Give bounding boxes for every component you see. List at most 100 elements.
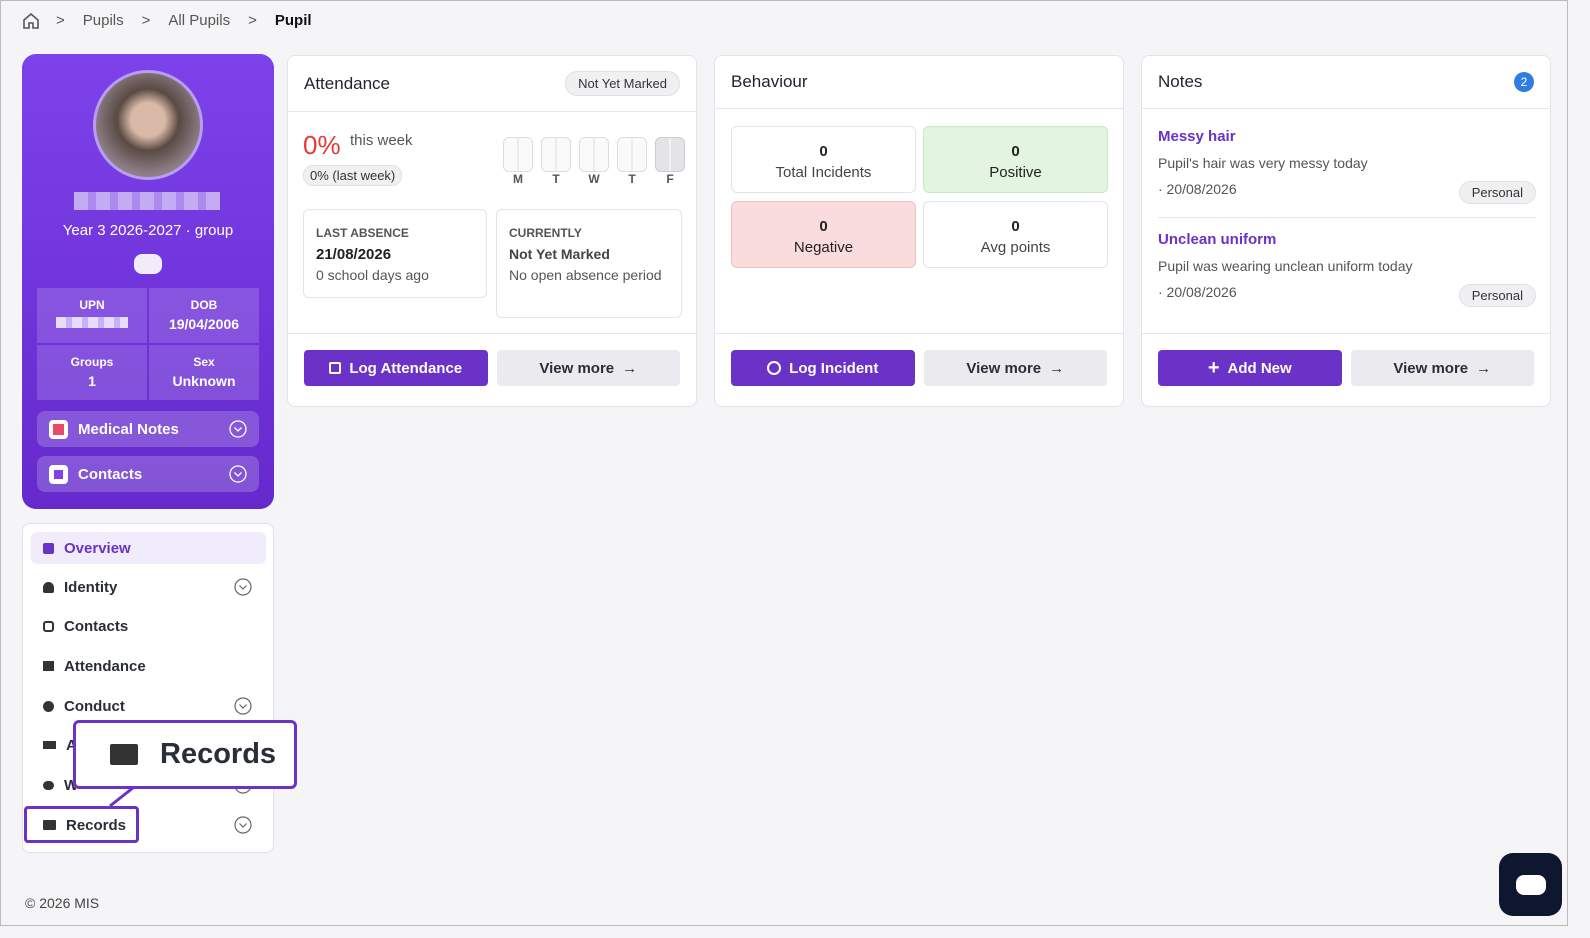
day-label: T <box>628 172 636 186</box>
badge-blurred <box>134 254 162 274</box>
label: Log Incident <box>789 359 879 377</box>
stat: 0 Avg points <box>923 201 1108 268</box>
nav-item[interactable]: Records <box>31 809 266 841</box>
icon <box>110 744 138 765</box>
date: 21/08/2026 <box>316 246 392 263</box>
add-new-button[interactable]: + Add New <box>1158 350 1342 386</box>
icon <box>43 661 54 671</box>
last-absence: LAST ABSENCE 21/08/2026 0 school days ago <box>303 209 487 298</box>
fields: UPN DOB 19/04/2006 Groups 1 Sex Unknown <box>37 288 259 400</box>
day: T <box>617 137 647 186</box>
label: Conduct <box>64 697 125 715</box>
note-title: Unclean uniform <box>1158 231 1277 248</box>
icon <box>43 741 56 749</box>
nav-card: Overview Identity Contacts Attendance Co… <box>22 523 274 853</box>
day-bar <box>503 137 533 172</box>
icon <box>43 542 54 554</box>
label: Records <box>66 816 127 834</box>
field-label: Sex <box>193 355 215 369</box>
nav-item[interactable]: Identity <box>31 571 266 603</box>
label: Log Attendance <box>349 359 463 377</box>
icon <box>49 419 68 439</box>
chevron <box>234 697 252 715</box>
field-label: Groups <box>70 355 114 369</box>
chevron <box>229 465 247 483</box>
icon <box>49 464 68 484</box>
crumb[interactable]: Pupils <box>82 12 124 29</box>
note[interactable]: Messy hair Pupil's hair was very messy to… <box>1158 118 1536 218</box>
card-footer: Log Attendance View more → <box>288 333 696 406</box>
note-tag: Personal <box>1458 181 1536 204</box>
field: UPN <box>37 288 147 343</box>
nav-item[interactable]: Attendance <box>31 650 266 682</box>
view-more-button[interactable]: View more → <box>496 350 680 386</box>
icon <box>767 361 782 375</box>
chevron <box>229 420 247 438</box>
stat-value: 0 <box>1011 218 1020 235</box>
footer: © 2026 MIS <box>25 895 100 911</box>
label: Contacts <box>64 617 129 635</box>
chevron <box>234 816 252 834</box>
label: View more <box>539 359 615 377</box>
currently: CURRENTLY Not Yet Marked No open absence p… <box>496 209 682 318</box>
field: Groups 1 <box>37 345 147 400</box>
day-bars: M T W T F <box>503 137 685 186</box>
label: Overview <box>64 539 131 557</box>
icon <box>43 620 54 632</box>
frame <box>0 0 1568 926</box>
nav-item[interactable]: Contacts <box>31 610 266 642</box>
stat-label: Negative <box>793 239 854 256</box>
icon: + <box>1207 357 1220 379</box>
label: A <box>66 736 77 754</box>
day-label: F <box>666 172 674 186</box>
nav-item[interactable]: Conduct <box>31 690 266 722</box>
card-header: Behaviour <box>715 56 1123 109</box>
label: CURRENTLY <box>509 226 582 240</box>
label: Contacts <box>78 465 143 483</box>
crumb[interactable]: All Pupils <box>168 12 231 29</box>
card-title: Notes <box>1158 72 1203 91</box>
crumb: Pupil <box>274 12 312 29</box>
card-header: Notes 2 <box>1142 56 1550 109</box>
status: Not Yet Marked <box>509 246 610 262</box>
stat: 0 Negative <box>731 201 916 268</box>
stat-label: Total Incidents <box>775 164 872 181</box>
card-footer: + Add New View more → <box>1142 333 1550 406</box>
log-attendance-button[interactable]: Log Attendance <box>304 350 488 386</box>
day: M <box>503 137 533 186</box>
view-more-button[interactable]: View more → <box>923 350 1107 386</box>
callout: Records <box>73 720 297 789</box>
field-value: 1 <box>88 373 96 389</box>
detail: No open absence period <box>509 267 662 283</box>
card-footer: Log Incident View more → <box>715 333 1123 406</box>
behaviour-card: Behaviour 0 Total Incidents 0 Positive 0 Ne… <box>714 55 1124 407</box>
nav-item[interactable]: Overview <box>31 532 266 564</box>
field-label: UPN <box>79 298 105 312</box>
day-bar <box>655 137 685 172</box>
last-week: 0% (last week) <box>303 165 403 186</box>
field: DOB 19/04/2006 <box>149 288 259 343</box>
status-badge: Not Yet Marked <box>565 71 680 96</box>
sep: > <box>56 12 65 29</box>
log-incident-button[interactable]: Log Incident <box>731 350 915 386</box>
stat-label: Positive <box>989 164 1042 181</box>
field-value: Unknown <box>172 373 236 389</box>
note-title: Messy hair <box>1158 128 1236 145</box>
nav-item[interactable]: A <box>31 729 266 761</box>
stat: 0 Positive <box>923 126 1108 193</box>
field: Sex Unknown <box>149 345 259 400</box>
notes-card: Notes 2 Messy hair Pupil's hair was very m… <box>1141 55 1551 407</box>
label: Identity <box>64 578 118 596</box>
home-icon[interactable] <box>21 11 41 31</box>
chevron <box>234 578 252 596</box>
chat-button[interactable] <box>1499 853 1562 916</box>
avatar <box>93 70 203 180</box>
label: LAST ABSENCE <box>316 226 409 240</box>
contacts[interactable]: Contacts <box>37 456 259 492</box>
name-blurred <box>74 192 220 210</box>
view-more-button[interactable]: View more → <box>1350 350 1534 386</box>
note[interactable]: Unclean uniform Pupil was wearing unclean… <box>1158 221 1536 321</box>
medical-notes[interactable]: Medical Notes <box>37 411 259 447</box>
arrow: → <box>1476 359 1492 377</box>
day-label: W <box>588 172 600 186</box>
